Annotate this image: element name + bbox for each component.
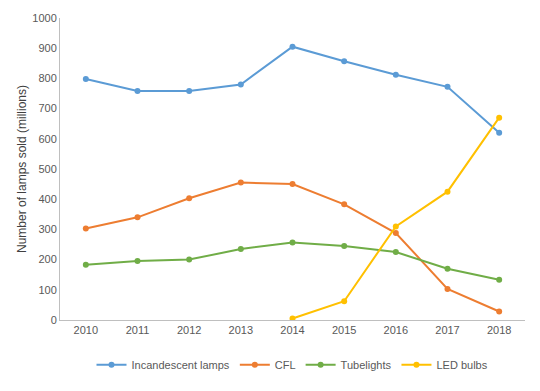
svg-text:700: 700 — [38, 102, 56, 114]
svg-text:Number of lamps sold (millions: Number of lamps sold (millions) — [15, 85, 29, 253]
svg-text:100: 100 — [38, 284, 56, 296]
svg-text:LED bulbs: LED bulbs — [436, 359, 487, 371]
svg-text:600: 600 — [38, 133, 56, 145]
svg-text:Incandescent lamps: Incandescent lamps — [132, 359, 230, 371]
svg-text:2012: 2012 — [177, 324, 201, 336]
svg-text:0: 0 — [51, 314, 57, 326]
svg-text:500: 500 — [38, 163, 56, 175]
svg-text:400: 400 — [38, 193, 56, 205]
svg-text:2016: 2016 — [384, 324, 408, 336]
svg-text:2011: 2011 — [126, 324, 150, 336]
svg-text:Tubelights: Tubelights — [341, 359, 392, 371]
svg-text:900: 900 — [38, 42, 56, 54]
svg-text:1000: 1000 — [32, 12, 56, 24]
svg-text:800: 800 — [38, 72, 56, 84]
svg-text:2014: 2014 — [280, 324, 304, 336]
svg-text:2017: 2017 — [435, 324, 459, 336]
svg-text:200: 200 — [38, 253, 56, 265]
svg-text:2015: 2015 — [332, 324, 356, 336]
svg-text:300: 300 — [38, 223, 56, 235]
svg-text:CFL: CFL — [275, 359, 296, 371]
svg-text:2018: 2018 — [487, 324, 511, 336]
svg-text:2010: 2010 — [74, 324, 98, 336]
svg-text:2013: 2013 — [229, 324, 253, 336]
